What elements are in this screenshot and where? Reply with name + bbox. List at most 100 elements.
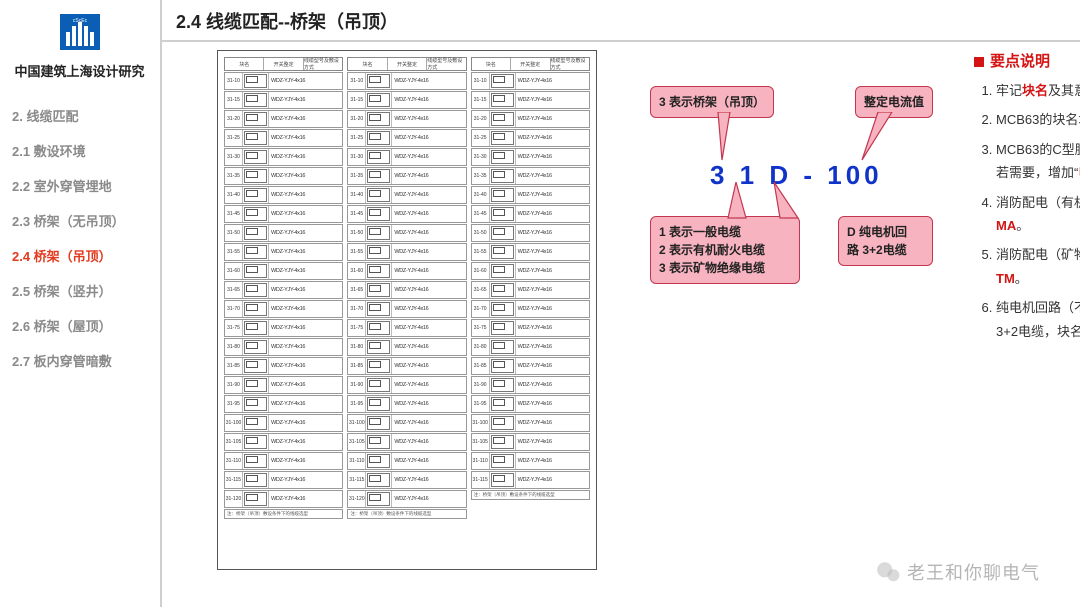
table-row: 31-120WDZ-YJY-4x16 — [224, 490, 343, 508]
org-name: 中国建筑上海设计研究 — [12, 61, 147, 80]
pointer-icon — [726, 182, 756, 222]
table-row: 31-60WDZ-YJY-4x16 — [347, 262, 466, 280]
table-row: 31-10WDZ-YJY-4x16 — [471, 72, 590, 90]
pointer-icon — [858, 112, 898, 162]
reference-table: 块名开关整定线缆型号及敷设方式31-10WDZ-YJY-4x1631-15WDZ… — [217, 50, 597, 570]
table-row: 31-20WDZ-YJY-4x16 — [224, 110, 343, 128]
sidebar-item[interactable]: 2. 线缆匹配 — [12, 98, 147, 133]
table-row: 31-65WDZ-YJY-4x16 — [347, 281, 466, 299]
table-row: 31-45WDZ-YJY-4x16 — [224, 205, 343, 223]
sidebar-item[interactable]: 2.6 桥架（屋顶） — [12, 308, 147, 343]
notes-item: 消防配电（矿物绝缘）默认MA，可调为TM。 — [996, 243, 1080, 290]
table-row: 31-10WDZ-YJY-4x16 — [347, 72, 466, 90]
page-title: 2.4 线缆匹配--桥架（吊顶） — [162, 0, 1080, 42]
table-row: 31-85WDZ-YJY-4x16 — [347, 357, 466, 375]
table-row: 31-35WDZ-YJY-4x16 — [224, 167, 343, 185]
table-row: 31-30WDZ-YJY-4x16 — [347, 148, 466, 166]
table-row: 31-25WDZ-YJY-4x16 — [224, 129, 343, 147]
table-row: 31-70WDZ-YJY-4x16 — [224, 300, 343, 318]
table-row: 31-15WDZ-YJY-4x16 — [347, 91, 466, 109]
table-row: 31-80WDZ-YJY-4x16 — [347, 338, 466, 356]
svg-text:cScEc: cScEc — [72, 18, 87, 24]
square-bullet-icon — [974, 57, 984, 67]
pointer-icon — [706, 112, 736, 162]
table-row: 31-110WDZ-YJY-4x16 — [347, 452, 466, 470]
table-row: 31-20WDZ-YJY-4x16 — [471, 110, 590, 128]
nav-list: 2. 线缆匹配2.1 敷设环境2.2 室外穿管埋地2.3 桥架（无吊顶）2.4 … — [12, 98, 147, 378]
table-row: 31-95WDZ-YJY-4x16 — [224, 395, 343, 413]
table-row: 31-40WDZ-YJY-4x16 — [471, 186, 590, 204]
table-row: 31-55WDZ-YJY-4x16 — [347, 243, 466, 261]
pointer-icon — [768, 182, 802, 222]
table-row: 31-35WDZ-YJY-4x16 — [471, 167, 590, 185]
table-row: 31-75WDZ-YJY-4x16 — [224, 319, 343, 337]
sidebar-item[interactable]: 2.4 桥架（吊顶） — [12, 238, 147, 273]
notes-item: 消防配电（有机电缆）默认TM，可调为MA。 — [996, 191, 1080, 238]
table-row: 31-65WDZ-YJY-4x16 — [471, 281, 590, 299]
table-row: 31-25WDZ-YJY-4x16 — [471, 129, 590, 147]
table-row: 31-60WDZ-YJY-4x16 — [471, 262, 590, 280]
notes-title-text: 要点说明 — [990, 53, 1050, 70]
callout-bottom-left: 1 表示一般电缆2 表示有机耐火电缆3 表示矿物绝缘电缆 — [650, 216, 800, 284]
notes-title: 要点说明 — [974, 50, 1080, 71]
notes-list: 牢记块名及其意义。 MCB63的块名增加字母W，如31-16W。 MCB63的C型脱… — [974, 79, 1080, 343]
table-row: 31-80WDZ-YJY-4x16 — [471, 338, 590, 356]
notes-item: MCB63的块名增加字母W，如31-16W。 — [996, 108, 1080, 131]
notes-item: MCB63的C型脱扣器可改为D型；MCCB若需要，增加“电机型”文字说明。 — [996, 138, 1080, 185]
content-area: 2.4 线缆匹配--桥架（吊顶） 块名开关整定线缆型号及敷设方式31-10WDZ… — [160, 0, 1080, 607]
table-row: 31-60WDZ-YJY-4x16 — [224, 262, 343, 280]
table-row: 31-100WDZ-YJY-4x16 — [347, 414, 466, 432]
table-row: 31-50WDZ-YJY-4x16 — [471, 224, 590, 242]
table-row: 31-20WDZ-YJY-4x16 — [347, 110, 466, 128]
table-row: 31-115WDZ-YJY-4x16 — [224, 471, 343, 489]
table-row: 31-15WDZ-YJY-4x16 — [471, 91, 590, 109]
callout-text: 3 表示桥架（吊顶） — [659, 95, 765, 109]
table-row: 31-80WDZ-YJY-4x16 — [224, 338, 343, 356]
table-row: 31-50WDZ-YJY-4x16 — [347, 224, 466, 242]
table-row: 31-70WDZ-YJY-4x16 — [471, 300, 590, 318]
watermark: 老王和你聊电气 — [875, 559, 1040, 585]
table-row: 31-50WDZ-YJY-4x16 — [224, 224, 343, 242]
table-row: 31-45WDZ-YJY-4x16 — [347, 205, 466, 223]
sidebar-item[interactable]: 2.5 桥架（竖井） — [12, 273, 147, 308]
table-row: 31-90WDZ-YJY-4x16 — [471, 376, 590, 394]
table-row: 31-120WDZ-YJY-4x16 — [347, 490, 466, 508]
table-row: 31-55WDZ-YJY-4x16 — [224, 243, 343, 261]
notes-item: 牢记块名及其意义。 — [996, 79, 1080, 102]
table-row: 31-15WDZ-YJY-4x16 — [224, 91, 343, 109]
callout-text: 整定电流值 — [864, 95, 924, 109]
table-row: 31-40WDZ-YJY-4x16 — [224, 186, 343, 204]
table-row: 31-90WDZ-YJY-4x16 — [347, 376, 466, 394]
table-row: 31-110WDZ-YJY-4x16 — [471, 452, 590, 470]
sidebar-item[interactable]: 2.1 敷设环境 — [12, 133, 147, 168]
notes-panel: 要点说明 牢记块名及其意义。 MCB63的块名增加字母W，如31-16W。 MCB6… — [974, 50, 1080, 570]
table-row: 31-115WDZ-YJY-4x16 — [347, 471, 466, 489]
table-row: 31-105WDZ-YJY-4x16 — [224, 433, 343, 451]
code-diagram: 3 1 D - 100 3 表示桥架（吊顶） 整定电流值 1 表示一般电缆2 表… — [630, 70, 960, 330]
table-row: 31-10WDZ-YJY-4x16 — [224, 72, 343, 90]
table-row: 31-105WDZ-YJY-4x16 — [347, 433, 466, 451]
table-row: 31-95WDZ-YJY-4x16 — [347, 395, 466, 413]
table-row: 31-105WDZ-YJY-4x16 — [471, 433, 590, 451]
table-row: 31-30WDZ-YJY-4x16 — [471, 148, 590, 166]
wechat-icon — [875, 559, 901, 585]
logo-icon: cScEc — [58, 12, 102, 52]
table-row: 31-45WDZ-YJY-4x16 — [471, 205, 590, 223]
table-row: 31-75WDZ-YJY-4x16 — [471, 319, 590, 337]
table-row: 31-30WDZ-YJY-4x16 — [224, 148, 343, 166]
table-row: 31-40WDZ-YJY-4x16 — [347, 186, 466, 204]
table-row: 31-55WDZ-YJY-4x16 — [471, 243, 590, 261]
sidebar: cScEc 中国建筑上海设计研究 2. 线缆匹配2.1 敷设环境2.2 室外穿管… — [0, 0, 155, 607]
table-row: 31-35WDZ-YJY-4x16 — [347, 167, 466, 185]
table-row: 31-115WDZ-YJY-4x16 — [471, 471, 590, 489]
sidebar-item[interactable]: 2.2 室外穿管埋地 — [12, 168, 147, 203]
table-row: 31-25WDZ-YJY-4x16 — [347, 129, 466, 147]
table-row: 31-65WDZ-YJY-4x16 — [224, 281, 343, 299]
table-row: 31-75WDZ-YJY-4x16 — [347, 319, 466, 337]
sidebar-item[interactable]: 2.3 桥架（无吊顶） — [12, 203, 147, 238]
org-logo: cScEc — [12, 12, 147, 57]
table-row: 31-100WDZ-YJY-4x16 — [471, 414, 590, 432]
sidebar-item[interactable]: 2.7 板内穿管暗敷 — [12, 343, 147, 378]
table-row: 31-100WDZ-YJY-4x16 — [224, 414, 343, 432]
callout-bottom-right: D 纯电机回路 3+2电缆 — [838, 216, 933, 266]
